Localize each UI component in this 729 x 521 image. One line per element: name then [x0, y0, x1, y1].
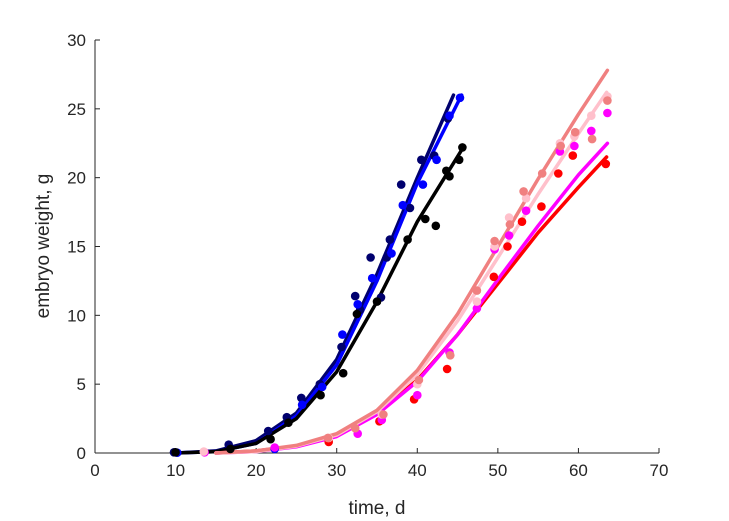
fit-curve-series-7: [214, 68, 610, 455]
x-tick-label: 60: [569, 461, 588, 480]
data-point-series-1: [396, 180, 406, 189]
data-point-series-2: [455, 93, 465, 103]
x-tick-label: 0: [90, 461, 99, 480]
data-point-series-6: [504, 213, 514, 222]
data-point-series-7: [323, 433, 333, 443]
data-point-series-6: [521, 194, 531, 203]
data-points: [169, 92, 612, 458]
data-point-series-1: [366, 253, 375, 262]
x-tick-label: 10: [166, 461, 185, 480]
data-point-series-3: [284, 418, 293, 428]
data-point-series-1: [297, 393, 306, 403]
data-point-series-5: [603, 108, 612, 118]
data-point-series-7: [490, 236, 499, 246]
data-point-series-3: [226, 444, 235, 454]
data-point-series-2: [317, 382, 327, 392]
y-tick-label: 25: [67, 100, 86, 119]
data-point-series-2: [387, 249, 396, 258]
fit-curve-series-2: [173, 93, 464, 455]
data-point-series-2: [445, 111, 454, 120]
data-point-series-3: [316, 390, 325, 400]
data-point-series-7: [350, 423, 360, 433]
data-point-series-3: [445, 172, 454, 181]
data-point-series-1: [417, 155, 426, 165]
data-point-series-4: [489, 272, 499, 282]
data-point-series-3: [338, 368, 348, 378]
data-point-series-5: [587, 126, 596, 136]
data-point-series-7: [414, 375, 424, 385]
data-point-series-7: [505, 220, 515, 229]
data-point-series-4: [601, 159, 611, 169]
data-point-series-7: [537, 169, 547, 178]
plot-area: 0 10 20 30 40 50 60 70 0 5 10 15 20 25 30: [67, 31, 668, 480]
data-point-series-3: [266, 434, 275, 444]
y-tick-label: 5: [77, 375, 86, 394]
data-point-series-3: [372, 297, 382, 306]
data-point-series-5: [570, 141, 579, 151]
data-point-series-2: [398, 200, 408, 210]
data-point-series-1: [263, 426, 273, 436]
data-point-series-2: [297, 400, 307, 410]
data-point-series-5: [413, 390, 422, 400]
data-point-series-5: [472, 304, 482, 313]
data-point-series-3: [352, 309, 362, 319]
data-point-series-3: [403, 235, 412, 244]
data-point-series-2: [338, 330, 347, 339]
data-point-series-7: [446, 351, 455, 360]
x-tick-label: 70: [650, 461, 669, 480]
y-tick-label: 30: [67, 31, 86, 50]
data-point-series-2: [432, 155, 441, 165]
x-axis-title: time, d: [348, 498, 405, 519]
x-tick-label: 20: [247, 461, 266, 480]
data-point-series-3: [171, 448, 180, 457]
data-point-series-7: [587, 134, 597, 144]
data-point-series-7: [603, 96, 612, 105]
y-axis-title: embryo weight, g: [33, 174, 54, 319]
data-point-series-1: [350, 291, 360, 301]
data-point-series-4: [537, 202, 546, 211]
data-point-series-4: [442, 364, 452, 374]
data-point-series-5: [270, 443, 280, 452]
data-point-series-7: [556, 141, 565, 151]
data-point-series-1: [337, 342, 346, 352]
fit-curves: [173, 68, 610, 455]
data-point-series-3: [421, 214, 430, 224]
data-point-series-6: [472, 297, 482, 306]
data-point-series-5: [521, 206, 531, 215]
data-point-series-6: [199, 447, 209, 456]
data-point-series-5: [504, 231, 514, 240]
data-point-series-1: [405, 203, 415, 213]
x-tick-label: 50: [488, 461, 507, 480]
x-tick-label: 40: [408, 461, 427, 480]
data-point-series-3: [454, 155, 464, 165]
data-point-series-1: [385, 235, 395, 244]
data-point-series-3: [458, 143, 467, 152]
y-tick-label: 0: [77, 444, 86, 463]
data-point-series-2: [367, 273, 377, 283]
data-point-series-7: [472, 286, 482, 295]
data-point-series-3: [431, 221, 441, 231]
data-point-series-4: [554, 169, 563, 178]
data-point-series-4: [568, 151, 578, 160]
data-point-series-7: [570, 127, 580, 137]
data-point-series-4: [503, 242, 512, 251]
data-point-series-2: [353, 300, 363, 309]
data-point-series-7: [519, 187, 528, 196]
y-axis-ticks: 0 5 10 15 20 25 30: [67, 31, 100, 463]
y-tick-label: 20: [67, 169, 86, 188]
y-tick-label: 10: [67, 306, 86, 325]
fit-curve-series-3: [173, 148, 464, 455]
y-tick-label: 15: [67, 238, 86, 257]
data-point-series-7: [379, 410, 388, 419]
x-tick-label: 30: [327, 461, 346, 480]
data-point-series-4: [517, 217, 527, 226]
x-axis-ticks: 0 10 20 30 40 50 60 70: [90, 448, 668, 480]
data-point-series-2: [418, 180, 428, 189]
data-point-series-6: [587, 111, 596, 120]
